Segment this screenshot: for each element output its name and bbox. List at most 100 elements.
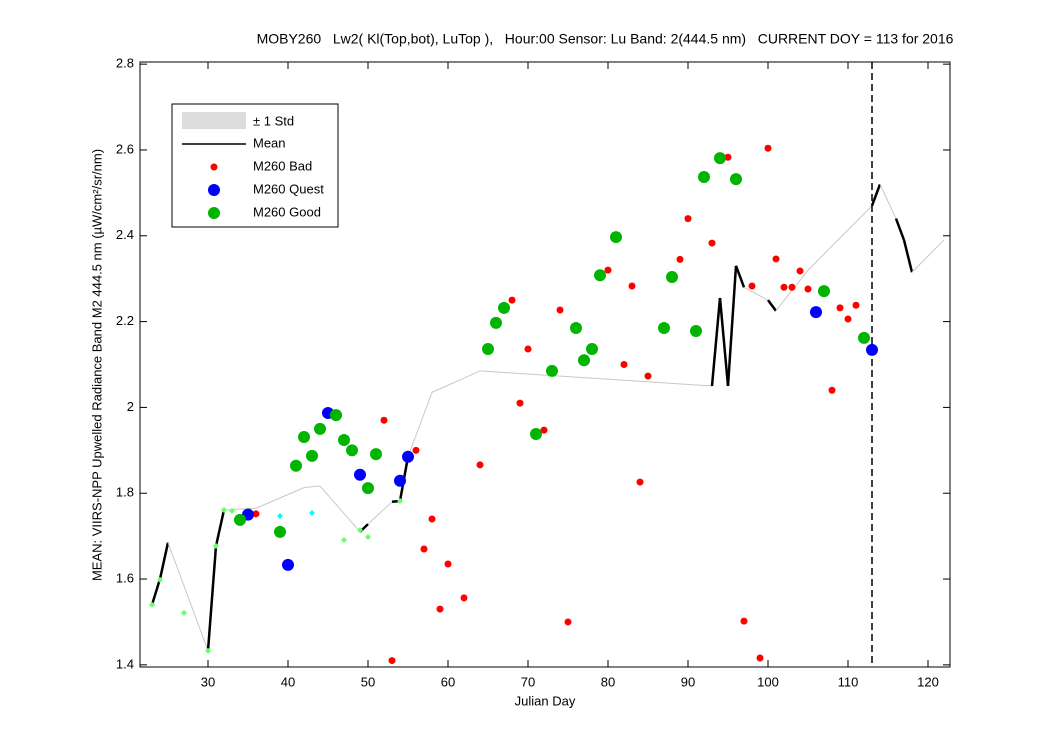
- mean-segment: [158, 542, 170, 580]
- point: [748, 282, 756, 290]
- diamond-point: [221, 506, 227, 513]
- mean-segment: [766, 299, 778, 312]
- y-tick-label: 2.4: [116, 227, 134, 242]
- point: [570, 322, 582, 335]
- y-tick-label: 2.8: [116, 56, 134, 71]
- point: [362, 482, 374, 495]
- point: [788, 283, 796, 291]
- point: [298, 431, 310, 444]
- legend-label: Mean: [253, 135, 286, 150]
- point: [698, 170, 710, 183]
- point: [610, 231, 622, 244]
- point: [420, 545, 428, 553]
- mean-gap-segment: [807, 205, 873, 271]
- point: [658, 322, 670, 335]
- diamond-point: [309, 509, 315, 516]
- y-tick-label: 2.6: [116, 141, 134, 156]
- point: [524, 345, 532, 353]
- mean-gap-segment: [879, 184, 897, 219]
- x-tick-label: 70: [521, 674, 535, 689]
- mean-segment: [894, 218, 906, 241]
- diamond-point: [397, 497, 403, 504]
- point: [370, 448, 382, 461]
- mean-segment: [718, 297, 730, 387]
- point: [338, 434, 350, 447]
- point: [684, 215, 692, 223]
- diamond-point: [181, 609, 187, 616]
- point: [516, 399, 524, 407]
- point: [780, 283, 788, 291]
- mean-gap-segment: [223, 507, 257, 511]
- point: [444, 560, 452, 568]
- point: [708, 239, 716, 247]
- point: [714, 152, 726, 165]
- point: [676, 255, 684, 263]
- mean-segment: [726, 265, 738, 387]
- point: [844, 315, 852, 323]
- x-tick-label: 60: [441, 674, 455, 689]
- legend-std-swatch: [182, 112, 246, 129]
- diamond-point: [149, 601, 155, 608]
- x-tick-label: 50: [361, 674, 375, 689]
- point: [620, 361, 628, 368]
- point: [346, 444, 358, 457]
- diamond-point: [205, 647, 211, 654]
- point: [866, 343, 878, 356]
- diamond-point: [229, 507, 235, 514]
- mean-gap-segment: [303, 485, 321, 489]
- x-axis-label: Julian Day: [515, 693, 576, 708]
- point: [578, 354, 590, 367]
- mean-segment: [206, 545, 218, 651]
- point: [436, 605, 444, 613]
- diamond-point: [213, 543, 219, 549]
- legend-swatch: [208, 184, 220, 196]
- point: [796, 267, 804, 275]
- point: [530, 428, 542, 441]
- diamond-point: [365, 533, 371, 540]
- point: [772, 255, 780, 263]
- mean-gap-segment: [407, 392, 433, 457]
- y-tick-label: 2.2: [116, 313, 134, 328]
- y-tick-label: 2: [127, 399, 134, 414]
- legend-swatch: [208, 207, 220, 219]
- point: [380, 416, 388, 424]
- point: [636, 478, 644, 486]
- legend-label: M260 Good: [253, 204, 321, 219]
- x-tick-label: 120: [917, 674, 939, 689]
- legend-label: M260 Quest: [253, 181, 324, 196]
- mean-segment: [214, 509, 226, 547]
- point: [836, 304, 844, 312]
- point: [282, 558, 294, 571]
- point: [394, 474, 406, 487]
- point: [252, 510, 260, 518]
- point: [564, 618, 572, 626]
- x-tick-label: 100: [757, 674, 779, 689]
- mean-segment: [902, 239, 914, 273]
- legend-label: ± 1 Std: [253, 113, 294, 128]
- mean-gap-segment: [911, 239, 945, 273]
- x-tick-label: 90: [681, 674, 695, 689]
- x-tick-label: 40: [281, 674, 295, 689]
- x-tick-label: 30: [201, 674, 215, 689]
- point: [594, 269, 606, 282]
- y-tick-label: 1.6: [116, 570, 134, 585]
- point: [604, 266, 612, 274]
- mean-segment: [870, 183, 882, 207]
- y-axis-label: MEAN: VIIRS-NPP Upwelled Radiance Band M…: [89, 149, 104, 581]
- point: [730, 173, 742, 186]
- point: [756, 654, 764, 662]
- point: [804, 285, 812, 293]
- point: [460, 594, 468, 602]
- mean-gap-segment: [431, 370, 481, 393]
- point: [540, 426, 548, 434]
- point: [764, 144, 772, 152]
- point: [482, 343, 494, 356]
- point: [740, 617, 748, 625]
- diamond-point: [277, 512, 283, 519]
- point: [354, 468, 366, 481]
- point: [508, 296, 516, 304]
- y-tick-label: 1.8: [116, 485, 134, 500]
- point: [858, 331, 870, 344]
